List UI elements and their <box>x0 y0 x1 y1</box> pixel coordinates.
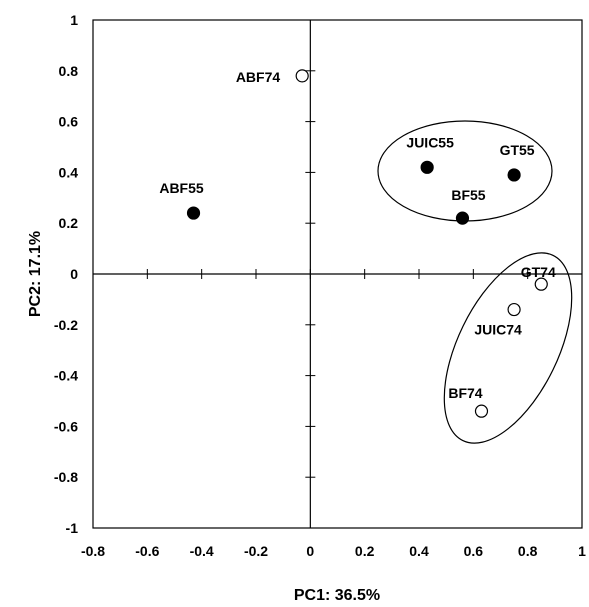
point-abf74 <box>295 69 309 83</box>
x-axis-title: PC1: 36.5% <box>294 587 380 604</box>
y-tick-label: -0.4 <box>54 368 78 384</box>
point-juic55 <box>420 160 434 174</box>
point-gt55 <box>507 168 521 182</box>
y-tick-labels: -1 -0.8 -0.6 -0.4 -0.2 0 0.2 0.4 0.6 0.8 1 <box>54 12 78 536</box>
point-label-gt55: GT55 <box>500 142 535 158</box>
x-tick-label: 0.8 <box>518 543 538 559</box>
y-tick-label: 0 <box>70 266 78 282</box>
point-label-bf55: BF55 <box>451 187 485 203</box>
x-tick-label: -0.6 <box>135 543 159 559</box>
point-label-juic74: JUIC74 <box>474 322 522 338</box>
y-tick-label: -1 <box>66 520 79 536</box>
point-bf55 <box>455 211 470 225</box>
x-tick-label: 0.2 <box>355 543 375 559</box>
x-tick-label: 0.4 <box>409 543 429 559</box>
point-label-gt74: GT74 <box>521 264 556 280</box>
x-tick-label: -0.4 <box>190 543 214 559</box>
x-tick-labels: -0.8 -0.6 -0.4 -0.2 0 0.2 0.4 0.6 0.8 1 <box>81 543 586 559</box>
y-tick-label: 0.6 <box>59 114 79 130</box>
cluster-ellipse-55 <box>377 120 553 222</box>
point-abf55 <box>186 206 201 220</box>
point-label-juic55: JUIC55 <box>406 134 454 150</box>
point-label-abf55: ABF55 <box>159 180 204 196</box>
point-gt74 <box>534 277 548 291</box>
y-tick-label: 0.4 <box>59 164 79 180</box>
point-juic74 <box>507 302 521 317</box>
y-tick-label: 0.2 <box>59 215 79 231</box>
y-axis-title: PC2: 17.1% <box>27 231 44 317</box>
point-bf74 <box>474 404 489 418</box>
axes <box>92 19 583 529</box>
x-tick-label: -0.8 <box>81 543 105 559</box>
x-tick-label: 1 <box>578 543 586 559</box>
y-tick-label: 0.8 <box>59 63 79 79</box>
y-tick-label: 1 <box>70 12 78 28</box>
data-points: ABF74 ABF55 JUIC55 GT55 BF55 GT74 JUIC74 BF74 <box>159 69 556 418</box>
cluster-ellipse-74 <box>443 252 573 444</box>
y-tick-label: -0.8 <box>54 469 78 485</box>
x-tick-label: 0 <box>306 543 314 559</box>
point-label-bf74: BF74 <box>448 385 482 401</box>
y-tick-label: -0.2 <box>54 317 78 333</box>
x-tick-label: 0.6 <box>464 543 484 559</box>
y-tick-label: -0.6 <box>54 418 78 434</box>
point-label-abf74: ABF74 <box>236 69 281 85</box>
x-tick-label: -0.2 <box>244 543 268 559</box>
